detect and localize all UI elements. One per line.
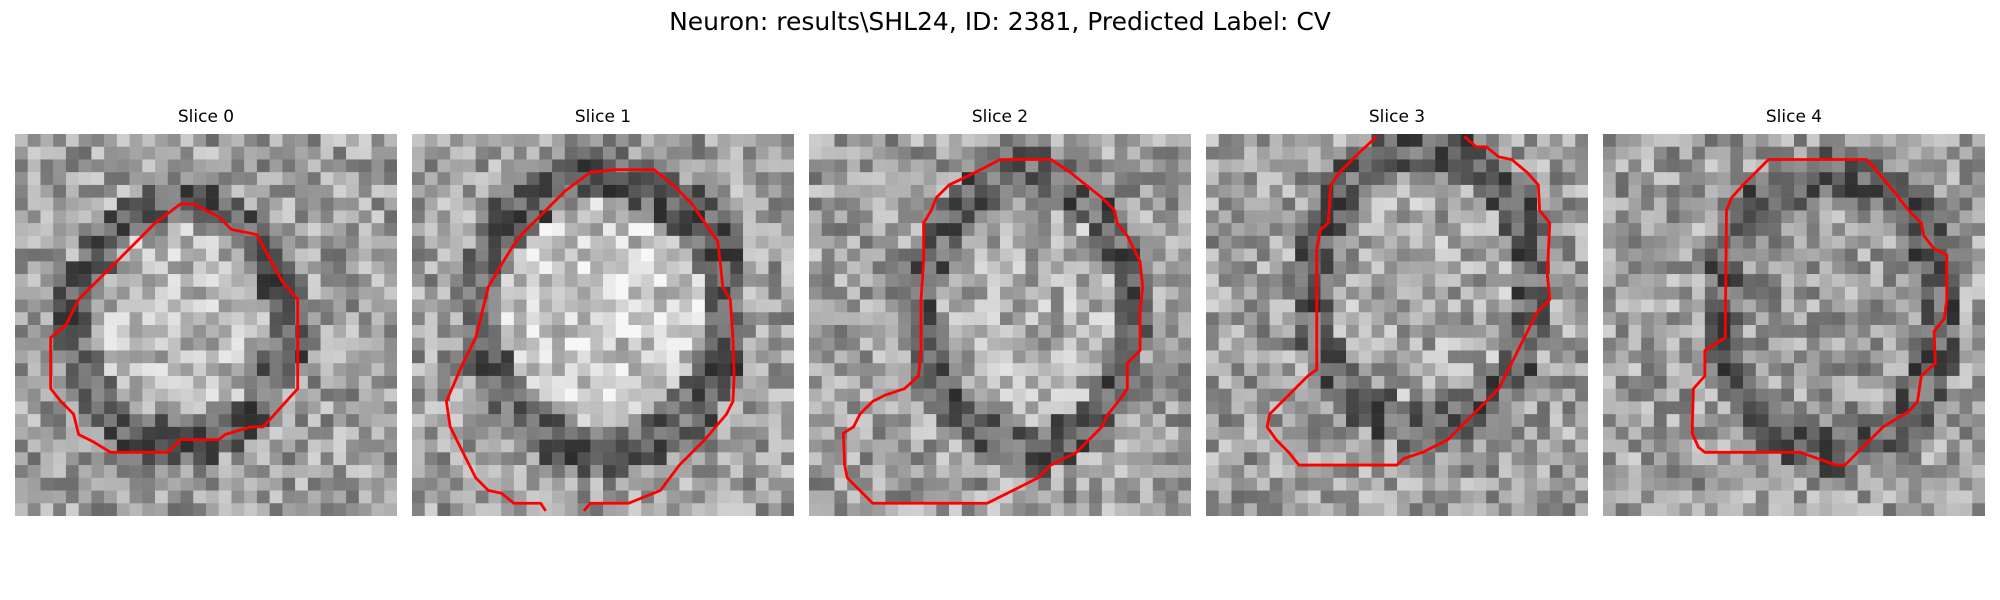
roi-contour xyxy=(444,168,736,512)
slice-title: Slice 1 xyxy=(574,107,632,127)
slice-panel-3: Slice 3 xyxy=(1206,106,1588,520)
slice-image-4 xyxy=(1603,134,1985,516)
slice-panel-0: Slice 0 xyxy=(15,106,397,520)
grayscale-pixels xyxy=(809,134,1191,516)
roi-contour xyxy=(1690,158,1949,467)
slice-image-3 xyxy=(1206,134,1588,516)
slice-panel-1: Slice 1 xyxy=(412,106,794,520)
slice-image-0 xyxy=(15,134,397,516)
roi-contour xyxy=(841,158,1145,505)
roi-contour xyxy=(1265,135,1552,467)
slice-title: Slice 3 xyxy=(1368,107,1426,127)
slice-title: Slice 2 xyxy=(971,107,1029,127)
slice-image-2 xyxy=(809,134,1191,516)
roi-contour xyxy=(49,202,300,454)
grayscale-pixels xyxy=(15,134,397,516)
figure-title: Neuron: results\SHL24, ID: 2381, Predict… xyxy=(669,7,1331,36)
grayscale-pixels xyxy=(1206,134,1588,516)
slice-title: Slice 0 xyxy=(177,107,235,127)
slice-image-1 xyxy=(412,134,794,516)
slice-panel-2: Slice 2 xyxy=(809,106,1191,520)
slice-title: Slice 4 xyxy=(1765,107,1823,127)
slice-panel-4: Slice 4 xyxy=(1603,106,1985,520)
grayscale-pixels xyxy=(1603,134,1985,516)
grayscale-pixels xyxy=(412,134,794,516)
